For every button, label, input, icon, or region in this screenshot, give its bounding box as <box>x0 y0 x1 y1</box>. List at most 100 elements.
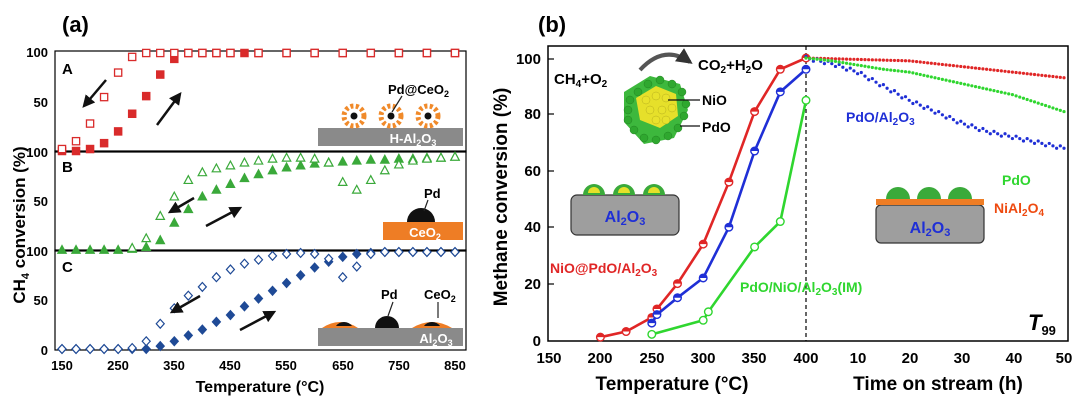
stability-point-0 <box>951 64 956 68</box>
aC-cooling-point <box>450 246 460 258</box>
panel-b-xticks: 150 200 250 300 350 400 10 20 30 40 50 <box>536 350 1072 367</box>
arrow-b-heating <box>205 206 243 228</box>
stability-point-0 <box>837 57 841 61</box>
stability-point-0 <box>1043 74 1048 78</box>
aA-cooling-point <box>254 48 263 58</box>
stability-point-2 <box>999 90 1003 94</box>
stability-point-0 <box>985 67 989 71</box>
aC-heating-point <box>351 248 362 260</box>
stability-point-0 <box>1062 76 1066 80</box>
aB-cooling-point <box>295 152 306 162</box>
aC-cooling-point <box>113 343 123 355</box>
support-schematic-left: Al2O3 <box>570 184 680 236</box>
aA-heating-point <box>141 91 151 101</box>
ytick-b-60: 60 <box>524 163 541 180</box>
stability-point-1 <box>999 134 1003 138</box>
stability-point-0 <box>1007 70 1011 74</box>
aB-cooling-point <box>421 153 433 163</box>
stability-point-2 <box>1040 102 1044 106</box>
stability-point-1 <box>973 126 978 130</box>
stability-point-2 <box>992 89 996 93</box>
stability-point-1 <box>914 100 919 104</box>
xtick-b-t30: 30 <box>954 350 971 367</box>
stability-point-1 <box>881 83 886 87</box>
aA-cooling-point <box>170 48 179 58</box>
stability-point-2 <box>944 78 948 82</box>
aC-cooling-point <box>281 248 292 260</box>
aB-heating-point <box>295 159 306 170</box>
stability-point-0 <box>841 57 845 61</box>
nial2o4-label: NiAl2O4 <box>994 200 1044 219</box>
panel-b-label: (b) <box>538 12 566 37</box>
lightoff-point-fill-1 <box>648 319 656 324</box>
stability-point-1 <box>959 119 963 123</box>
aA-cooling-point <box>141 48 151 58</box>
ytick-b-100: 100 <box>26 145 48 160</box>
aC-cooling-point <box>57 343 67 355</box>
aA-cooling-point <box>212 48 221 58</box>
aC-cooling-point <box>295 247 306 259</box>
stability-point-0 <box>1055 75 1059 79</box>
aA-cooling-point <box>450 48 460 58</box>
xtick-b-t10: 10 <box>850 350 867 367</box>
stability-point-2 <box>867 65 871 69</box>
catalyst-label-a: Pd@CeO2 <box>388 82 449 99</box>
aB-heating-point <box>141 241 152 251</box>
stability-point-1 <box>844 68 849 72</box>
clusters-left <box>583 184 665 195</box>
stability-point-0 <box>903 59 908 63</box>
aB-heating-point <box>84 244 96 254</box>
stability-point-1 <box>937 109 941 114</box>
stability-point-2 <box>1025 97 1029 102</box>
ytick-a-50: 50 <box>34 95 48 110</box>
stability-point-1 <box>1036 139 1040 143</box>
lightoff-point-2 <box>703 307 713 317</box>
stability-point-0 <box>999 69 1003 73</box>
stability-point-1 <box>892 89 897 93</box>
stability-point-1 <box>985 129 989 133</box>
aA-heating-point <box>113 127 123 136</box>
aA-cooling-point <box>99 92 109 102</box>
aC-cooling-point <box>183 290 194 301</box>
stability-point-2 <box>970 84 974 88</box>
stability-point-0 <box>940 62 944 67</box>
aB-heating-point <box>183 203 194 214</box>
aA-cooling-point <box>226 48 235 58</box>
stability-point-1 <box>907 98 911 102</box>
series-label-green: PdO/NiO/Al2O3(IM) <box>740 279 862 298</box>
stability-point-2 <box>852 62 856 67</box>
stability-point-1 <box>811 59 815 63</box>
aA-heating-point <box>240 48 249 58</box>
stability-point-0 <box>937 62 941 66</box>
stability-point-1 <box>870 76 874 81</box>
panel-b-marks <box>595 53 1066 342</box>
subpanel-a-letter: A <box>62 61 73 78</box>
stability-point-1 <box>867 78 871 82</box>
stability-point-1 <box>988 132 992 136</box>
aC-heating-point <box>239 301 250 312</box>
aB-cooling-point <box>351 184 362 194</box>
xtick-a-350: 350 <box>163 358 185 373</box>
aB-cooling-point <box>141 232 152 243</box>
panel-a-label: (a) <box>62 12 89 37</box>
stability-point-0 <box>859 57 863 62</box>
xtick-a-150: 150 <box>51 358 73 373</box>
stability-point-0 <box>848 57 852 61</box>
stability-point-1 <box>889 90 893 94</box>
arrow-a-heating <box>155 91 182 126</box>
ytick-c-50: 50 <box>34 293 48 308</box>
stability-point-2 <box>1036 101 1040 105</box>
stability-point-0 <box>996 68 1000 73</box>
stability-point-1 <box>926 105 930 109</box>
aC-cooling-point <box>365 248 376 260</box>
xtick-a-850: 850 <box>444 358 466 373</box>
aA-cooling-point <box>422 48 432 58</box>
aB-cooling-point <box>225 159 236 170</box>
stability-point-2 <box>830 59 834 63</box>
stability-point-2 <box>900 69 904 73</box>
stability-point-2 <box>985 87 989 91</box>
stability-point-0 <box>922 60 926 65</box>
series-label-blue: PdO/Al2O3 <box>846 109 915 128</box>
stability-point-1 <box>996 132 1000 136</box>
stability-point-1 <box>1058 144 1062 148</box>
